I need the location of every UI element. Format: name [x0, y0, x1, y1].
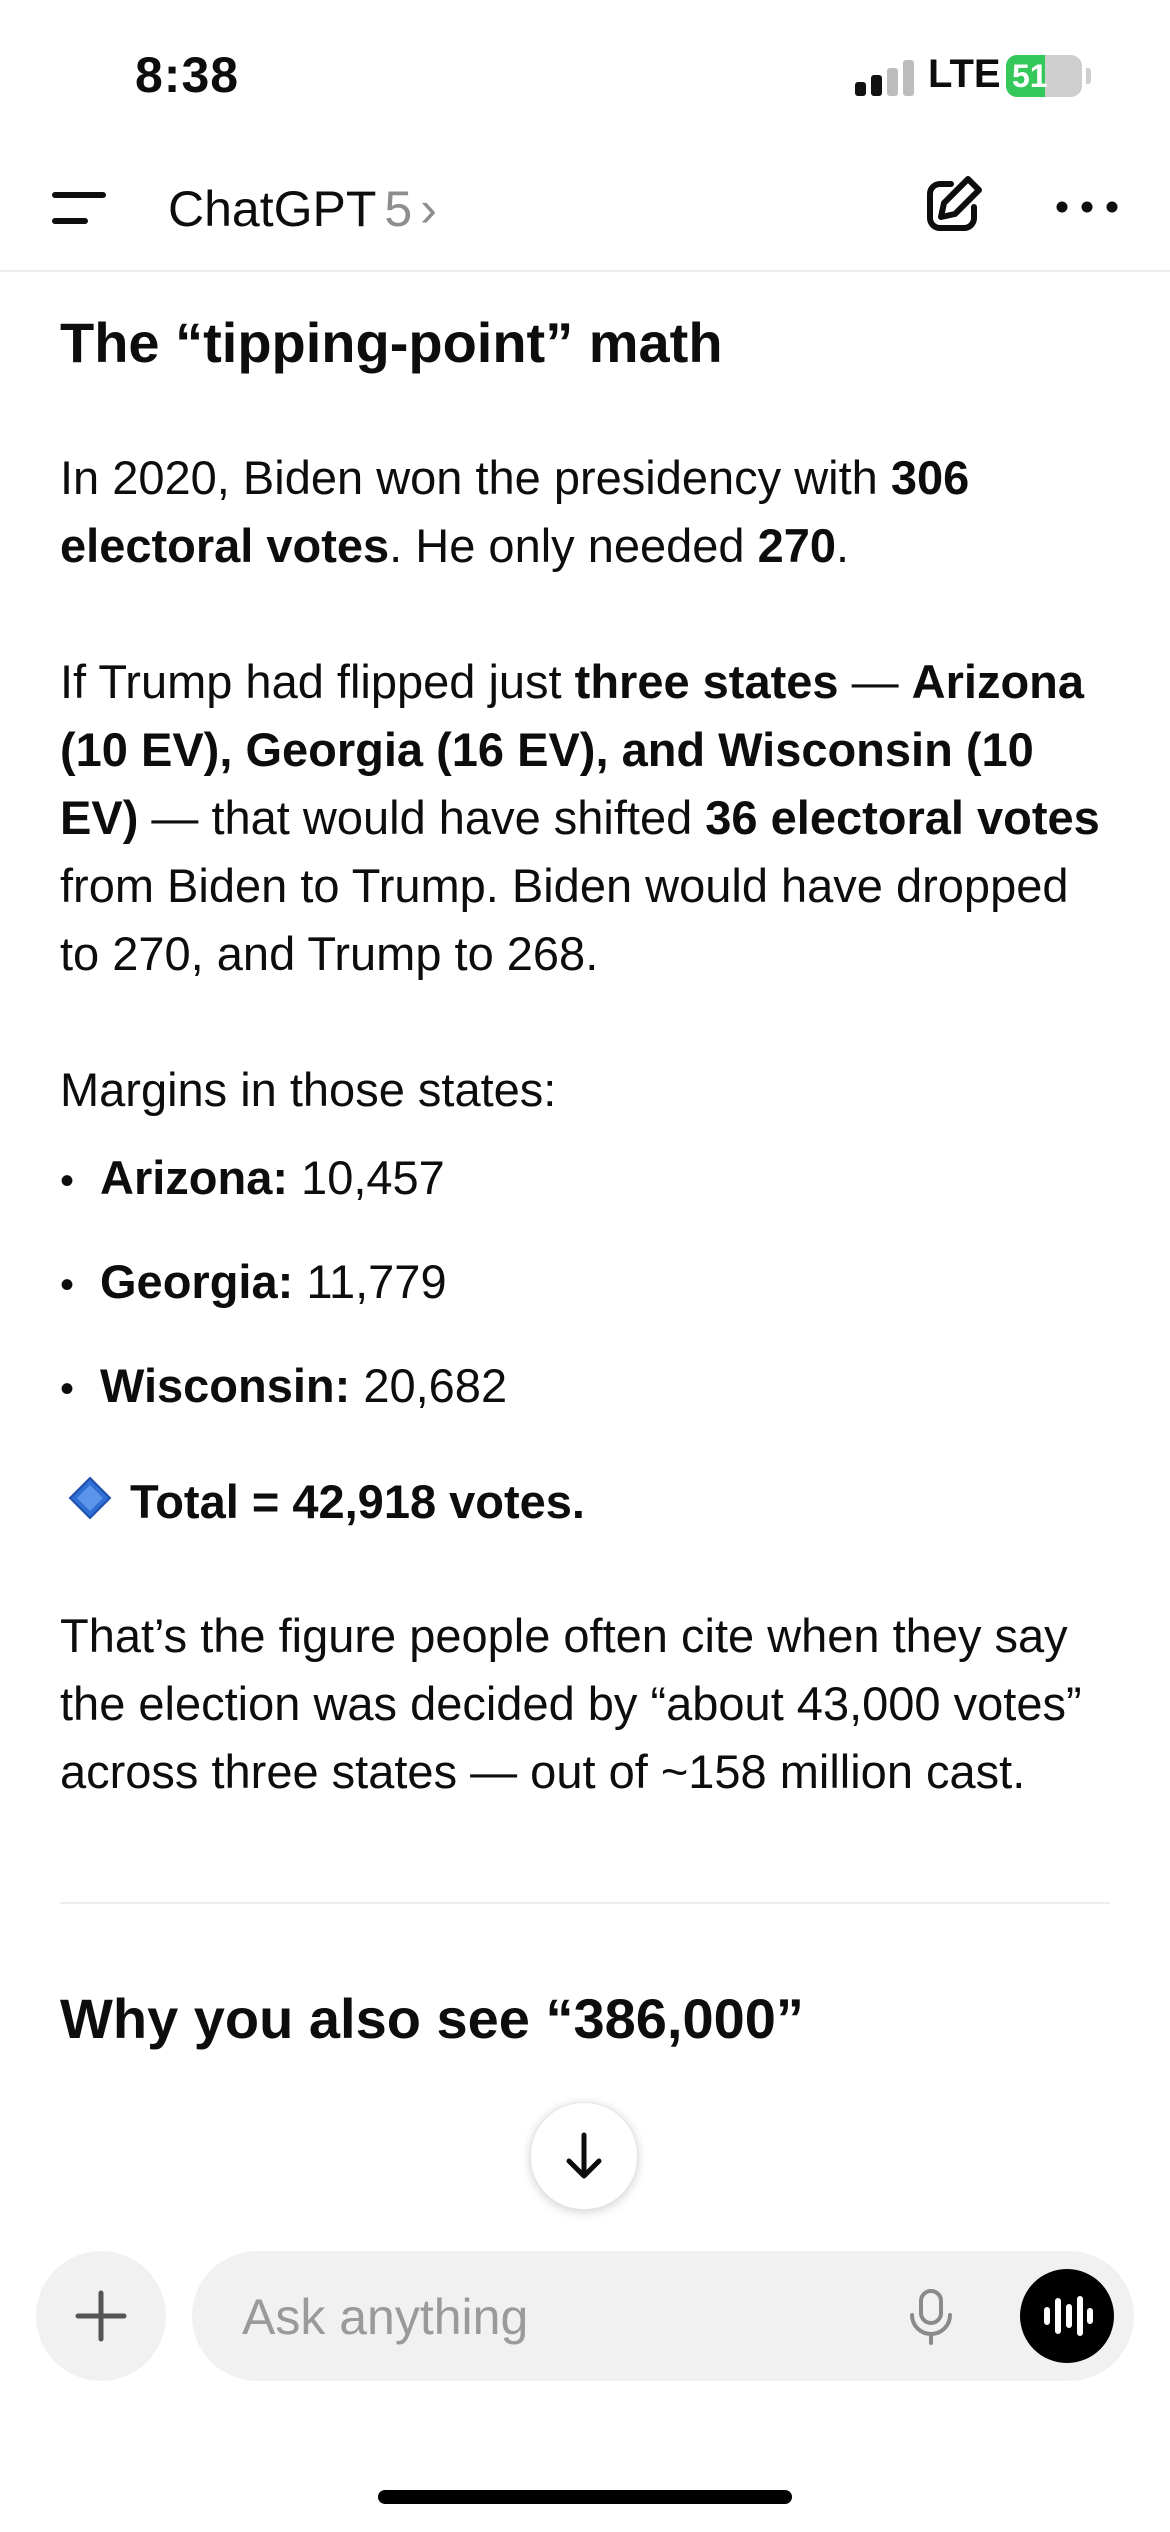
chat-response: The “tipping-point” math In 2020, Biden … [60, 270, 1110, 2230]
state-margin: 11,779 [293, 1255, 447, 1308]
voice-mode-icon [1044, 2296, 1093, 2336]
next-section-heading: Why you also see “386,000” [60, 1987, 804, 2050]
state-margin: 20,682 [350, 1359, 508, 1412]
bold-text: 270 [757, 519, 837, 572]
arrow-down-icon [566, 2132, 602, 2179]
battery-icon: 51 [1006, 55, 1082, 97]
section-heading: The “tipping-point” math [60, 311, 723, 374]
app-title: ChatGPT [168, 181, 377, 237]
chevron-right-icon: › [420, 181, 437, 237]
text: If Trump had flipped just [60, 655, 575, 708]
paragraph-summary: That’s the figure people often cite when… [60, 1609, 1082, 1798]
voice-mode-button[interactable] [1020, 2269, 1114, 2363]
model-selector[interactable]: ChatGPT 5 › [168, 180, 437, 238]
text: — that would have shifted [138, 791, 706, 844]
bold-text: 306 electoral votes [60, 451, 970, 572]
text: In 2020, Biden won the presidency with [60, 451, 891, 504]
state-margin: 10,457 [288, 1151, 445, 1204]
state-label: Wisconsin: [100, 1359, 351, 1412]
status-time: 8:38 [135, 47, 240, 103]
state-label: Georgia: [100, 1255, 294, 1308]
divider [60, 1902, 1110, 1904]
composer-bar [0, 2225, 1170, 2381]
paragraph-flip-states: If Trump had flipped just three states —… [60, 648, 1110, 988]
text: . He only needed [389, 519, 758, 572]
list-item: • Arizona: 10,457 [60, 1126, 1110, 1230]
battery-cap [1086, 68, 1091, 84]
bold-text: 36 electoral votes [705, 791, 1100, 844]
menu-icon[interactable] [52, 188, 112, 228]
microphone-icon[interactable] [900, 2285, 962, 2347]
app-header: ChatGPT 5 › [0, 150, 1170, 272]
total-votes: Total = 42,918 votes. [130, 1475, 585, 1528]
list-item: • Wisconsin: 20,682 [60, 1334, 1110, 1438]
scroll-to-bottom-button[interactable] [530, 2102, 638, 2210]
model-version: 5 [384, 181, 413, 237]
margins-intro: Margins in those states: [60, 1063, 557, 1116]
battery-percent: 51 [1012, 58, 1048, 94]
bullet-dot: • [60, 1263, 75, 1307]
margins-list: • Arizona: 10,457 • Georgia: 11,779 • Wi… [60, 1126, 1110, 1438]
compose-icon[interactable] [918, 170, 988, 240]
bold-text: three states [574, 655, 839, 708]
paragraph-electoral-votes: In 2020, Biden won the presidency with 3… [60, 444, 1110, 580]
add-attachment-button[interactable] [36, 2251, 166, 2381]
blue-diamond-icon [68, 1476, 112, 1520]
bullet-dot: • [60, 1159, 75, 1203]
home-indicator [378, 2490, 792, 2504]
plus-icon [75, 2290, 127, 2342]
message-input[interactable] [240, 2281, 844, 2353]
bullet-dot: • [60, 1367, 75, 1411]
text: from Biden to Trump. Biden would have dr… [60, 859, 1069, 980]
text: . [836, 519, 850, 572]
status-bar: 8:38 LTE 51 [0, 0, 1170, 150]
battery-fill [1006, 55, 1045, 97]
state-label: Arizona: [100, 1151, 288, 1204]
message-input-container[interactable] [192, 2251, 1134, 2381]
list-item: • Georgia: 11,779 [60, 1230, 1110, 1334]
more-icon[interactable] [1052, 170, 1122, 240]
bold-text: Arizona (10 EV), Georgia (16 EV), and Wi… [60, 655, 1085, 844]
network-type: LTE [928, 52, 1001, 96]
signal-icon [855, 60, 915, 96]
total-line: Total = 42,918 votes. [60, 1468, 1110, 1536]
text: — [838, 655, 912, 708]
